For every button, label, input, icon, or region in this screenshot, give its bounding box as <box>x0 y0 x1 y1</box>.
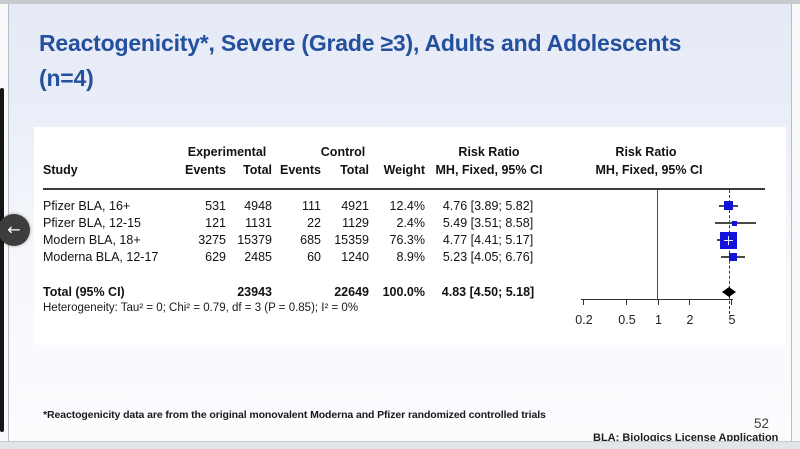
table-cell: 685 <box>300 233 321 247</box>
table-cell: 1240 <box>341 250 369 264</box>
point-marker-study-2 <box>732 220 737 226</box>
column-header-events-control: Events <box>280 163 321 177</box>
table-cell: 111 <box>301 199 321 213</box>
column-header-total-experimental: Total <box>243 163 272 177</box>
table-cell: 8.9% <box>396 250 426 264</box>
study-name: Pfizer BLA, 16+ <box>43 199 131 213</box>
page-number: 52 <box>753 416 769 431</box>
axis-tick-label: 0.2 <box>575 313 593 327</box>
table-cell: 2485 <box>244 250 272 264</box>
axis-tick <box>689 299 691 305</box>
white-plus-marker <box>727 236 730 245</box>
column-group-experimental: Experimental <box>187 145 267 159</box>
x-axis-line <box>581 299 733 301</box>
plot-header-method: MH, Fixed, 95% CI <box>595 163 703 177</box>
previous-slide-button[interactable]: ← <box>0 214 30 246</box>
table-cell: 4921 <box>341 199 369 213</box>
table-cell: 5.23 [4.05; 6.76] <box>442 250 534 264</box>
slide-title: Reactogenicity*, Severe (Grade ≥3), Adul… <box>39 26 759 96</box>
table-cell: 1129 <box>342 216 369 230</box>
table-cell: 5.49 [3.51; 8.58] <box>442 216 534 230</box>
slide-title-line1: Reactogenicity*, Severe (Grade ≥3), Adul… <box>39 30 682 56</box>
slide-footnote: *Reactogenicity data are from the origin… <box>43 409 546 421</box>
column-header-weight: Weight <box>383 163 425 177</box>
table-cell: 629 <box>205 250 226 264</box>
overall-effect-dashed-line <box>728 190 730 314</box>
column-group-risk-ratio: Risk Ratio <box>458 145 520 159</box>
column-group-control: Control <box>320 145 366 159</box>
table-cell: 531 <box>205 199 226 213</box>
bottom-border-strip <box>0 441 800 449</box>
arrow-left-icon: ← <box>7 220 21 239</box>
column-header-events-experimental: Events <box>185 163 226 177</box>
axis-tick <box>583 299 585 305</box>
table-cell: 3275 <box>198 233 226 247</box>
table-cell: 76.3% <box>389 233 425 247</box>
forest-plot-figure: Experimental Control Risk Ratio Risk Rat… <box>34 127 786 345</box>
table-cell: 121 <box>205 216 226 230</box>
table-cell: 15379 <box>237 233 272 247</box>
axis-tick <box>731 299 733 305</box>
axis-tick-label: 0.5 <box>618 313 636 327</box>
total-effect-diamond <box>722 287 736 297</box>
point-marker-study-1 <box>724 201 733 210</box>
column-header-method: MH, Fixed, 95% CI <box>435 163 543 177</box>
heterogeneity-statistics: Heterogeneity: Tau² = 0; Chi² = 0.79, df… <box>43 302 359 314</box>
point-marker-study-4 <box>729 253 737 261</box>
table-cell: 22 <box>307 216 321 230</box>
table-cell: 15359 <box>334 233 369 247</box>
abbreviation-label: BLA: <box>593 432 620 441</box>
total-risk-ratio: 4.83 [4.50; 5.18] <box>441 285 535 299</box>
axis-tick-label: 1 <box>655 313 662 327</box>
table-cell: 1131 <box>245 216 272 230</box>
top-border-strip <box>0 0 800 4</box>
table-cell: 4948 <box>244 199 272 213</box>
reference-line-rr1 <box>657 189 659 299</box>
total-row-label: Total (95% CI) <box>43 285 125 299</box>
table-cell: 2.4% <box>396 216 426 230</box>
abbreviation-text: Biologics License Application <box>622 432 779 441</box>
study-name: Pfizer BLA, 12-15 <box>43 216 141 230</box>
plot-header-risk-ratio: Risk Ratio <box>615 145 677 159</box>
table-cell: 4.76 [3.89; 5.82] <box>442 199 534 213</box>
total-control: 22649 <box>334 285 369 299</box>
table-cell: 60 <box>307 250 321 264</box>
axis-tick <box>657 299 659 305</box>
slide-title-line2: (n=4) <box>39 65 94 91</box>
header-divider-line <box>43 188 765 190</box>
left-edge-bar <box>0 88 4 432</box>
abbreviation-note: BLA: Biologics License Application <box>593 432 778 441</box>
axis-tick-label: 2 <box>686 313 694 327</box>
table-cell: 4.77 [4.41; 5.17] <box>442 233 534 247</box>
table-cell: 12.4% <box>389 199 425 213</box>
study-name: Moderna BLA, 12-17 <box>43 250 159 264</box>
axis-tick-label: 5 <box>728 313 736 327</box>
axis-tick <box>626 299 628 305</box>
slide: Reactogenicity*, Severe (Grade ≥3), Adul… <box>8 4 792 441</box>
point-marker-study-3 <box>720 232 737 249</box>
column-header-study: Study <box>43 163 78 177</box>
total-weight: 100.0% <box>382 285 425 299</box>
column-header-total-control: Total <box>340 163 369 177</box>
total-experimental: 23943 <box>237 285 272 299</box>
study-name: Modern BLA, 18+ <box>43 233 141 247</box>
